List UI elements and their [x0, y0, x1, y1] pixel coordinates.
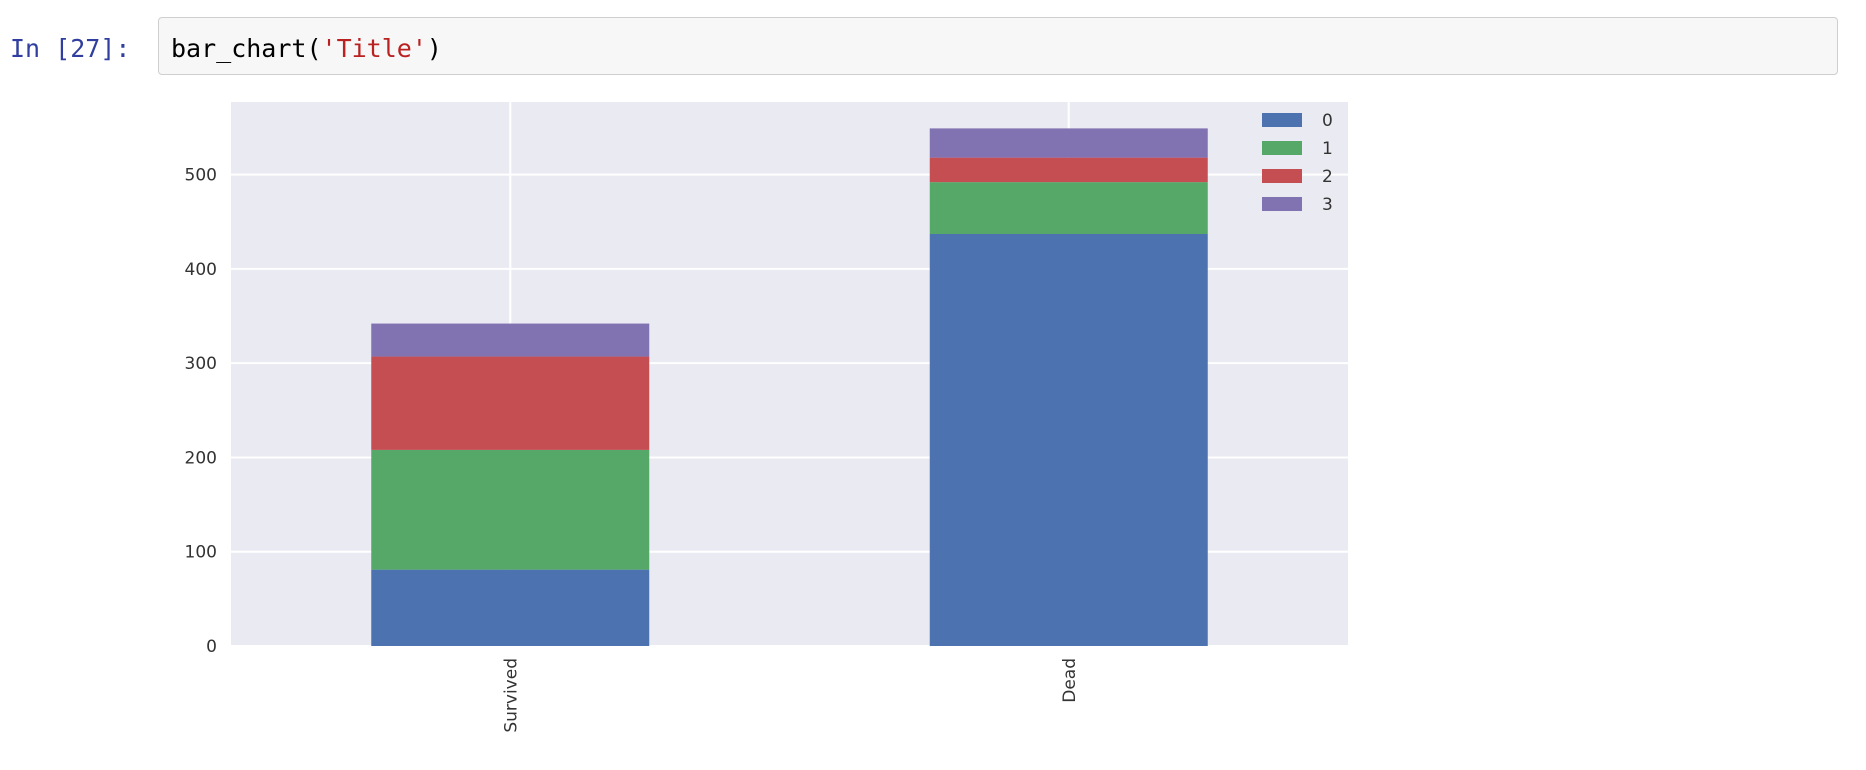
x-tick-label-dead: Dead — [1060, 658, 1080, 703]
code-function: bar_chart( — [171, 34, 322, 63]
code-text: bar_chart('Title') — [171, 34, 442, 63]
y-tick-label: 500 — [185, 166, 217, 186]
y-tick-label: 200 — [185, 448, 217, 468]
legend-label-0: 0 — [1322, 111, 1333, 131]
legend-swatch-3 — [1262, 197, 1302, 211]
code-cell: In [27]: bar_chart('Title') — [0, 0, 1866, 80]
bar-dead-series-1 — [929, 182, 1208, 234]
code-input[interactable]: bar_chart('Title') — [158, 17, 1838, 75]
legend-label-2: 2 — [1322, 167, 1333, 187]
bar-survived-series-0 — [371, 569, 650, 646]
code-close-paren: ) — [426, 34, 442, 63]
y-tick-label: 400 — [185, 260, 217, 280]
bar-dead-series-3 — [929, 128, 1208, 158]
bar-survived-series-3 — [371, 323, 650, 357]
legend-label-3: 3 — [1322, 195, 1333, 215]
legend-swatch-0 — [1262, 113, 1302, 127]
code-string-argument: 'Title' — [321, 34, 427, 63]
x-tick-label-survived: Survived — [501, 658, 521, 733]
legend-swatch-1 — [1262, 141, 1302, 155]
cell-prompt: In [27]: — [10, 34, 131, 63]
y-tick-label: 100 — [185, 543, 217, 563]
bar-dead-series-0 — [929, 233, 1208, 646]
y-tick-label: 0 — [206, 637, 217, 657]
y-tick-label: 300 — [185, 354, 217, 374]
legend-label-1: 1 — [1322, 139, 1333, 159]
bar-survived-series-2 — [371, 356, 650, 450]
bar-survived-series-1 — [371, 449, 650, 570]
legend-swatch-2 — [1262, 169, 1302, 183]
bar-dead-series-2 — [929, 157, 1208, 183]
